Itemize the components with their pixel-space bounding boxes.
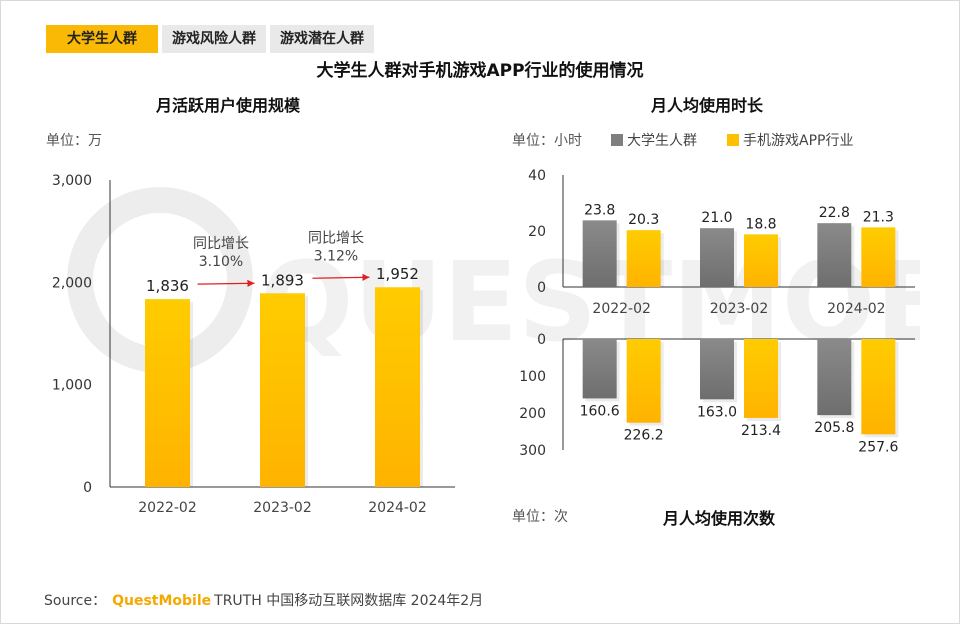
mau-y-tick-label: 1,000	[52, 378, 92, 394]
right-top-chart-title: 月人均使用时长	[651, 96, 764, 115]
time-x-tick-label: 2022-02	[592, 301, 651, 317]
time-value-label: 22.8	[819, 205, 850, 221]
count-y-tick-label: 0	[537, 332, 546, 348]
growth-arrow	[312, 273, 370, 281]
time-bar	[861, 227, 896, 287]
time-bar	[626, 230, 661, 287]
tab-game-potential[interactable]: 游戏潜在人群	[270, 25, 374, 53]
time-value-label: 21.0	[701, 210, 732, 226]
left-chart-title: 月活跃用户使用规模	[156, 96, 301, 115]
legend-item-industry: 手机游戏APP行业	[727, 130, 853, 150]
mau-value-label: 1,893	[261, 271, 304, 289]
usage-time-chart: 0 20 40 23.8 20.3 2022-02 21.0 18.8 2023-02 22.8 2…	[528, 168, 915, 317]
mau-value-label: 1,836	[146, 277, 189, 295]
right-bottom-chart-unit: 单位：次	[512, 509, 568, 525]
time-value-label: 21.3	[863, 209, 894, 225]
count-bar	[744, 339, 778, 418]
time-x-tick-label: 2024-02	[827, 301, 886, 317]
count-value-label: 160.6	[580, 403, 620, 419]
mau-bar	[260, 293, 305, 487]
count-value-label: 213.4	[741, 423, 781, 439]
right-top-chart-unit: 单位：小时	[512, 133, 582, 149]
mau-y-tick-label: 2,000	[52, 275, 92, 291]
mau-y-tick-label: 0	[83, 480, 92, 496]
right-bottom-chart-title: 月人均使用次数	[663, 509, 776, 528]
legend-label-college: 大学生人群	[627, 133, 697, 149]
growth-label: 同比增长	[308, 230, 364, 246]
count-bar	[700, 339, 734, 400]
source-prefix: Source：	[44, 593, 107, 609]
legend-label-industry: 手机游戏APP行业	[743, 133, 854, 149]
mau-x-tick-label: 2023-02	[253, 500, 312, 516]
time-value-label: 20.3	[628, 212, 659, 228]
mau-value-label: 1,952	[376, 265, 419, 283]
source-brand: QuestMobile	[112, 593, 212, 609]
growth-arrow	[197, 279, 255, 287]
time-y-tick-label: 0	[537, 280, 546, 296]
count-bar	[817, 339, 852, 416]
count-value-label: 205.8	[814, 420, 854, 436]
mau-y-tick-label: 3,000	[52, 173, 92, 189]
mau-chart: 0 1,000 2,000 3,000 1,836 2022-02 1,893 2023-02…	[52, 173, 455, 516]
time-bar	[700, 228, 734, 287]
left-chart-unit: 单位：万	[46, 133, 102, 149]
time-bar	[582, 220, 617, 287]
count-value-label: 257.6	[858, 439, 898, 455]
count-y-tick-label: 300	[519, 443, 546, 459]
count-bar	[861, 339, 896, 435]
time-value-label: 18.8	[745, 216, 776, 232]
tab-college-students[interactable]: 大学生人群	[46, 25, 158, 53]
page-title: 大学生人群对手机游戏APP行业的使用情况	[316, 61, 644, 81]
legend-swatch-yellow	[727, 134, 739, 146]
time-y-tick-label: 40	[528, 168, 546, 184]
count-value-label: 226.2	[624, 428, 664, 444]
time-bar	[817, 223, 852, 287]
legend: 大学生人群 手机游戏APP行业	[611, 130, 883, 150]
growth-label: 同比增长	[193, 236, 249, 252]
mau-bar	[375, 287, 420, 487]
count-bar	[626, 339, 661, 423]
count-value-label: 163.0	[697, 404, 737, 420]
tab-bar: 大学生人群 游戏风险人群 游戏潜在人群	[46, 25, 374, 53]
mau-x-tick-label: 2022-02	[138, 500, 197, 516]
tab-game-risk[interactable]: 游戏风险人群	[162, 25, 266, 53]
count-y-tick-label: 100	[519, 369, 546, 385]
growth-value: 3.12%	[314, 248, 358, 264]
count-bar	[582, 339, 617, 399]
mau-bar	[145, 299, 190, 487]
legend-item-college: 大学生人群	[611, 130, 697, 150]
time-x-tick-label: 2023-02	[710, 301, 769, 317]
growth-value: 3.10%	[199, 254, 243, 270]
time-y-tick-label: 20	[528, 224, 546, 240]
time-value-label: 23.8	[584, 202, 615, 218]
legend-swatch-gray	[611, 134, 623, 146]
time-bar	[744, 234, 778, 287]
source-text: TRUTH 中国移动互联网数据库 2024年2月	[214, 593, 484, 609]
source-note: Source： QuestMobile TRUTH 中国移动互联网数据库 202…	[44, 590, 483, 610]
count-y-tick-label: 200	[519, 406, 546, 422]
mau-x-tick-label: 2024-02	[368, 500, 427, 516]
